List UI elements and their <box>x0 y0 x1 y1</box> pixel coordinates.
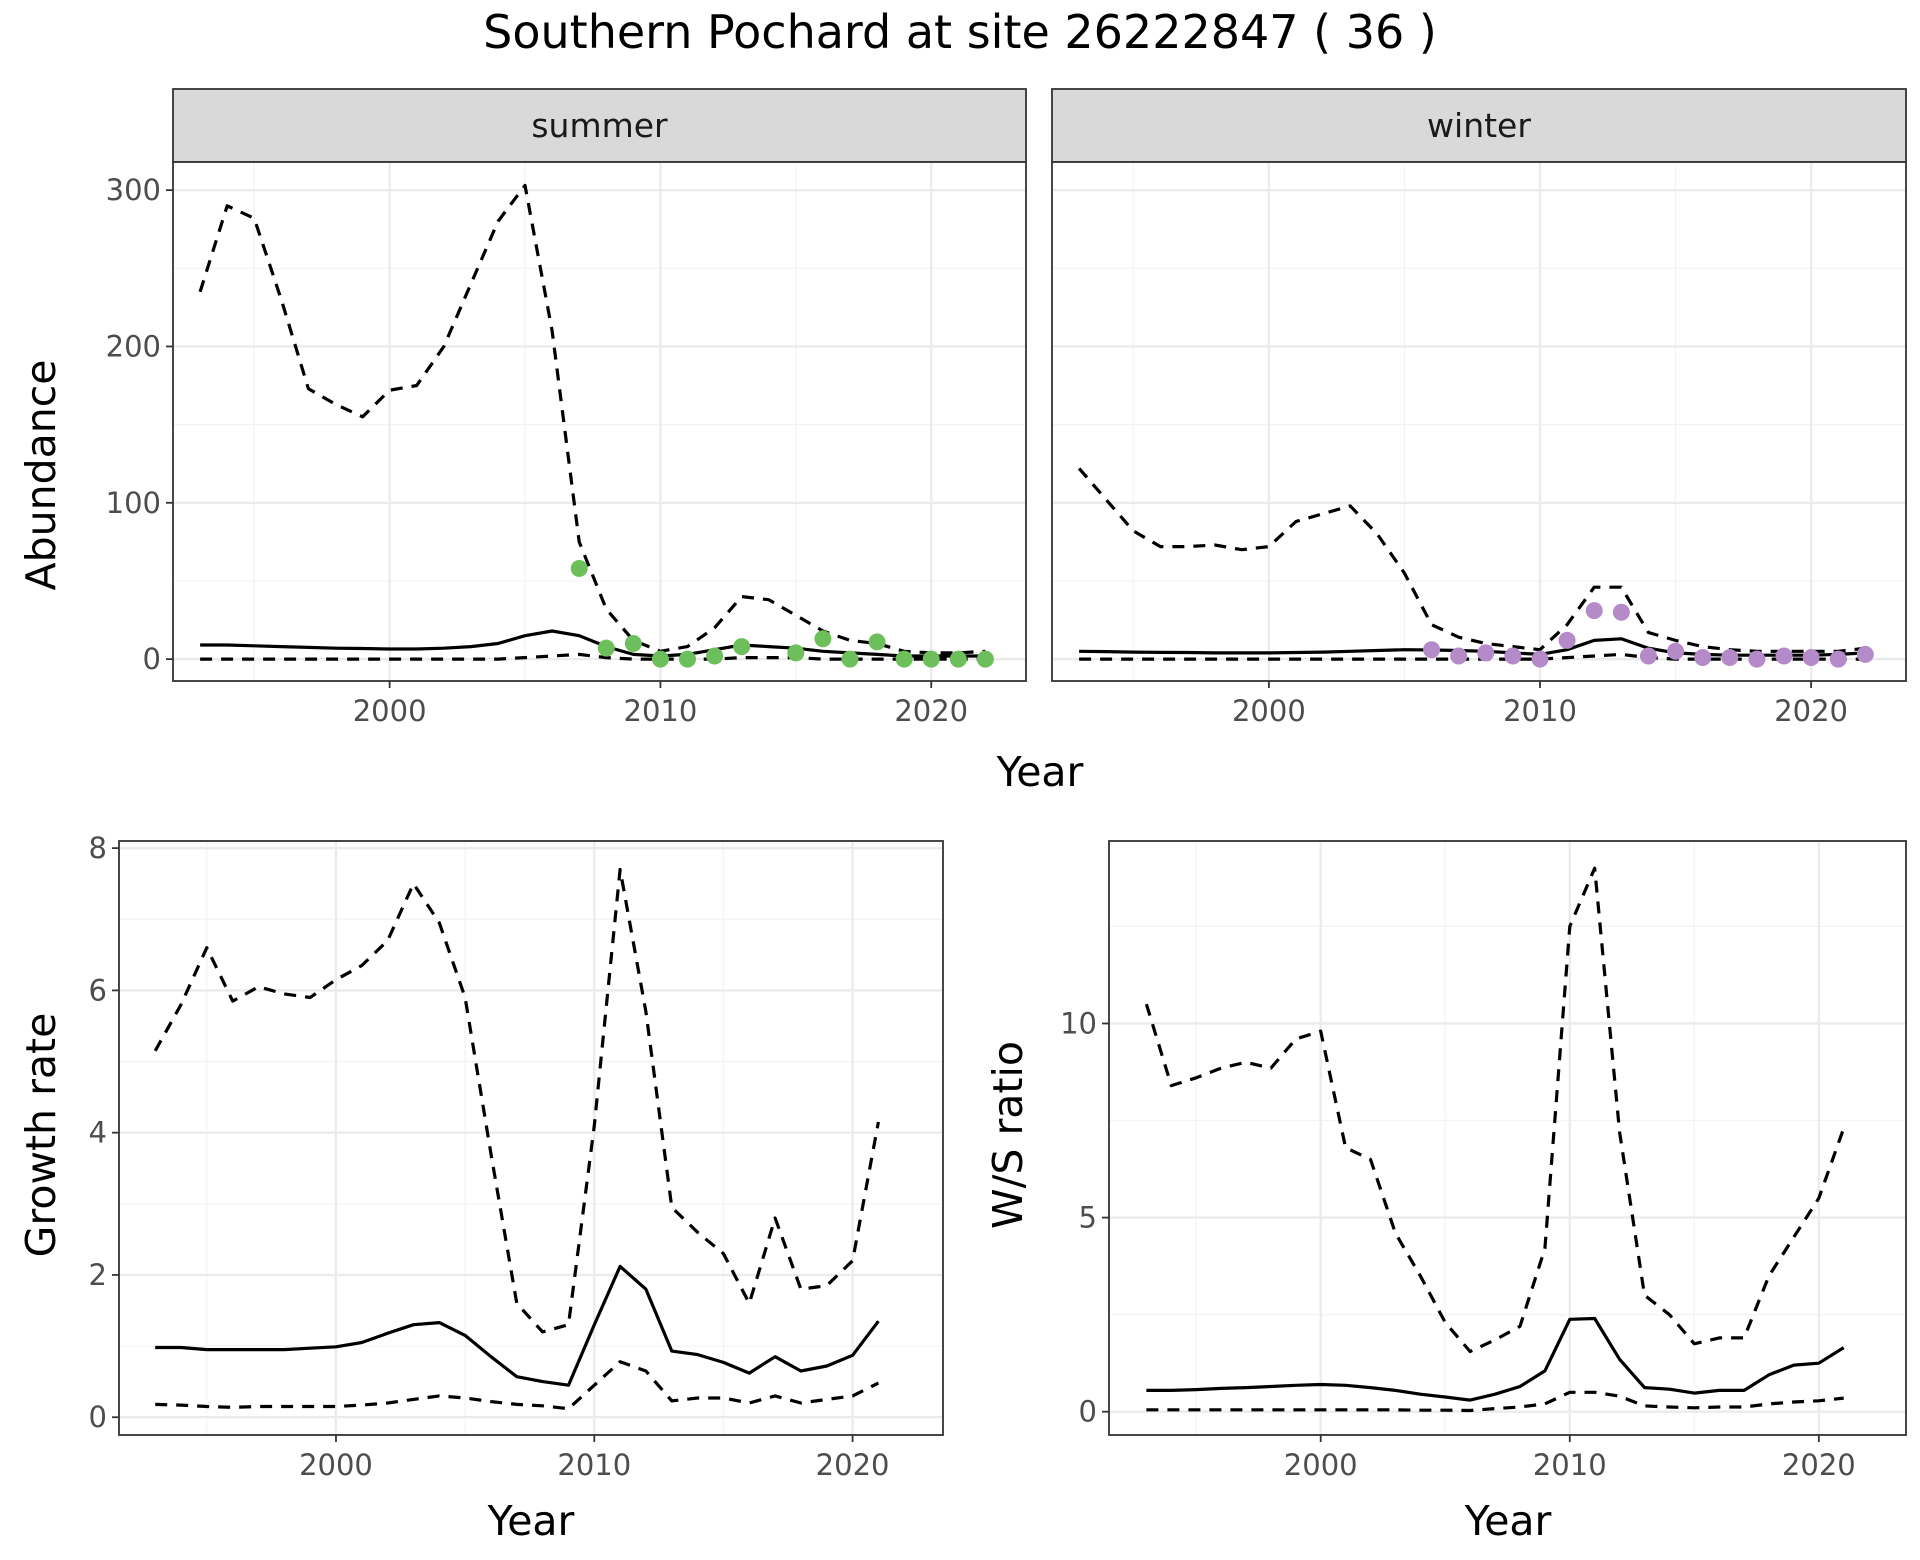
observation-point <box>1775 647 1793 665</box>
observation-point <box>1558 631 1576 649</box>
observation-point <box>1639 647 1657 665</box>
x-tick-label: 2000 <box>353 694 427 728</box>
observation-point <box>1477 644 1495 662</box>
y-tick-label: 2 <box>89 1258 107 1292</box>
observation-point <box>597 639 615 657</box>
x-tick-label: 2020 <box>894 694 968 728</box>
x-tick-label: 2020 <box>816 1448 890 1482</box>
ws-ratio-plot: 2000 2010 2020 0 5 10 <box>1060 840 1907 1482</box>
abundance-summer-panel: summer 2000 2010 2020 0 100 200 300 <box>106 88 1027 728</box>
observation-point <box>570 559 588 577</box>
x-tick-label: 2000 <box>1284 1448 1358 1482</box>
y-tick-label: 6 <box>89 973 107 1007</box>
observation-point <box>1612 603 1630 621</box>
panel-background <box>173 162 1026 681</box>
panel-border <box>1051 161 1907 682</box>
abundance-winter-plot: 2000 2010 2020 <box>1051 161 1907 728</box>
x-tick-label: 2020 <box>1782 1448 1856 1482</box>
y-tick-label: 0 <box>89 1400 107 1434</box>
observation-point <box>976 650 994 668</box>
y-tick-label: 100 <box>106 486 161 520</box>
x-tick-label: 2010 <box>557 1448 631 1482</box>
panel-background <box>1109 841 1906 1435</box>
y-tick-label: 4 <box>89 1116 107 1150</box>
growth-rate-plot: 2000 2010 2020 0 2 4 6 8 <box>89 831 944 1482</box>
observation-point <box>868 633 886 651</box>
observation-point <box>814 630 832 648</box>
y-tick-label: 0 <box>143 642 161 676</box>
panel-background <box>1052 162 1906 681</box>
observation-point <box>1423 641 1441 659</box>
abundance-x-title: Year <box>996 748 1084 796</box>
upper-bound-line <box>1077 467 1866 653</box>
panel-border <box>118 840 944 1436</box>
observation-point <box>895 650 913 668</box>
panel-border <box>1108 840 1907 1436</box>
growth-y-title: Growth rate <box>17 1013 65 1258</box>
y-tick-label: 10 <box>1060 1006 1097 1040</box>
y-tick-label: 0 <box>1079 1395 1097 1429</box>
strip-summer-label: summer <box>531 106 668 145</box>
x-tick-label: 2000 <box>1232 694 1306 728</box>
observation-point <box>733 638 751 656</box>
strip-summer <box>172 88 1027 163</box>
y-tick-label: 8 <box>89 831 107 865</box>
plot-title: Southern Pochard at site 26222847 ( 36 ) <box>483 5 1437 59</box>
x-tick-label: 2020 <box>1774 694 1848 728</box>
observation-point <box>624 634 642 652</box>
observation-point <box>1856 645 1874 663</box>
y-tick-label: 300 <box>106 173 161 207</box>
y-tick-label: 5 <box>1079 1201 1097 1235</box>
observation-point <box>1667 642 1685 660</box>
mean-line <box>1146 1316 1845 1402</box>
observation-point <box>1504 647 1522 665</box>
mean-line <box>155 1264 880 1387</box>
observation-point <box>651 650 669 668</box>
observation-point <box>1802 649 1820 667</box>
x-tick-label: 2010 <box>1533 1448 1607 1482</box>
observation-point <box>706 647 724 665</box>
upper-bound-line <box>153 867 880 1334</box>
panel-border <box>172 161 1027 682</box>
observation-point <box>1450 647 1468 665</box>
abundance-y-title: Abundance <box>17 360 65 591</box>
x-tick-label: 2010 <box>1503 694 1577 728</box>
y-tick-label: 200 <box>106 329 161 363</box>
strip-winter-label: winter <box>1427 106 1531 145</box>
observation-point <box>1531 650 1549 668</box>
observation-point <box>679 650 697 668</box>
ws-y-title: W/S ratio <box>984 1041 1032 1229</box>
upper-bound-line <box>198 183 986 655</box>
observation-point <box>1694 649 1712 667</box>
ws-x-title: Year <box>1464 1497 1552 1545</box>
strip-winter <box>1051 88 1907 163</box>
panel-background <box>119 841 943 1435</box>
lower-bound-line <box>1146 1390 1844 1413</box>
observation-point <box>949 650 967 668</box>
observation-point <box>922 650 940 668</box>
x-tick-label: 2010 <box>624 694 698 728</box>
observation-point <box>1585 602 1603 620</box>
observation-point <box>1721 649 1739 667</box>
x-tick-label: 2000 <box>299 1448 373 1482</box>
lower-bound-line <box>155 1360 880 1411</box>
observation-point <box>841 650 859 668</box>
growth-x-title: Year <box>487 1497 575 1545</box>
abundance-summer-plot: 2000 2010 2020 0 100 200 300 <box>106 161 1027 728</box>
abundance-winter-panel: winter 2000 2010 2020 <box>1051 88 1907 728</box>
observation-point <box>1829 650 1847 668</box>
observation-point <box>1748 650 1766 668</box>
observation-point <box>787 644 805 662</box>
